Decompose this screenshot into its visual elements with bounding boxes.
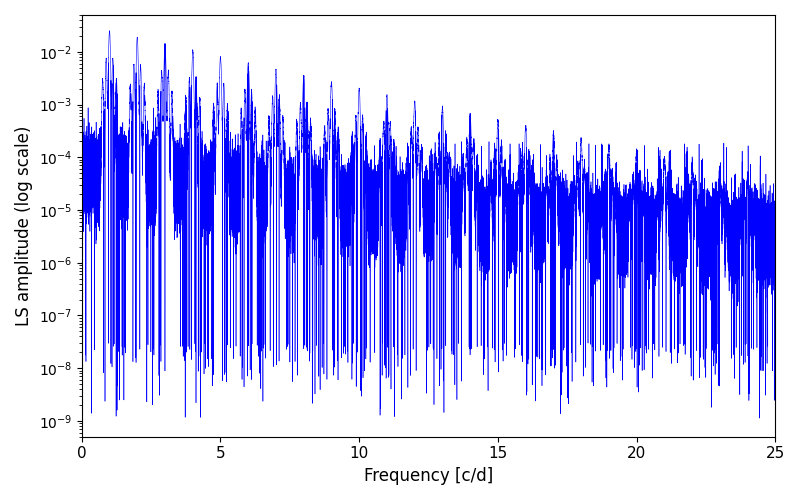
X-axis label: Frequency [c/d]: Frequency [c/d] [364,467,493,485]
Y-axis label: LS amplitude (log scale): LS amplitude (log scale) [15,126,33,326]
